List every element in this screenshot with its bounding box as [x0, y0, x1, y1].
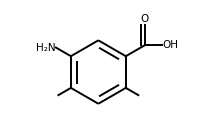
Text: O: O: [140, 14, 149, 24]
Text: OH: OH: [163, 40, 178, 50]
Text: H₂N: H₂N: [36, 43, 55, 53]
